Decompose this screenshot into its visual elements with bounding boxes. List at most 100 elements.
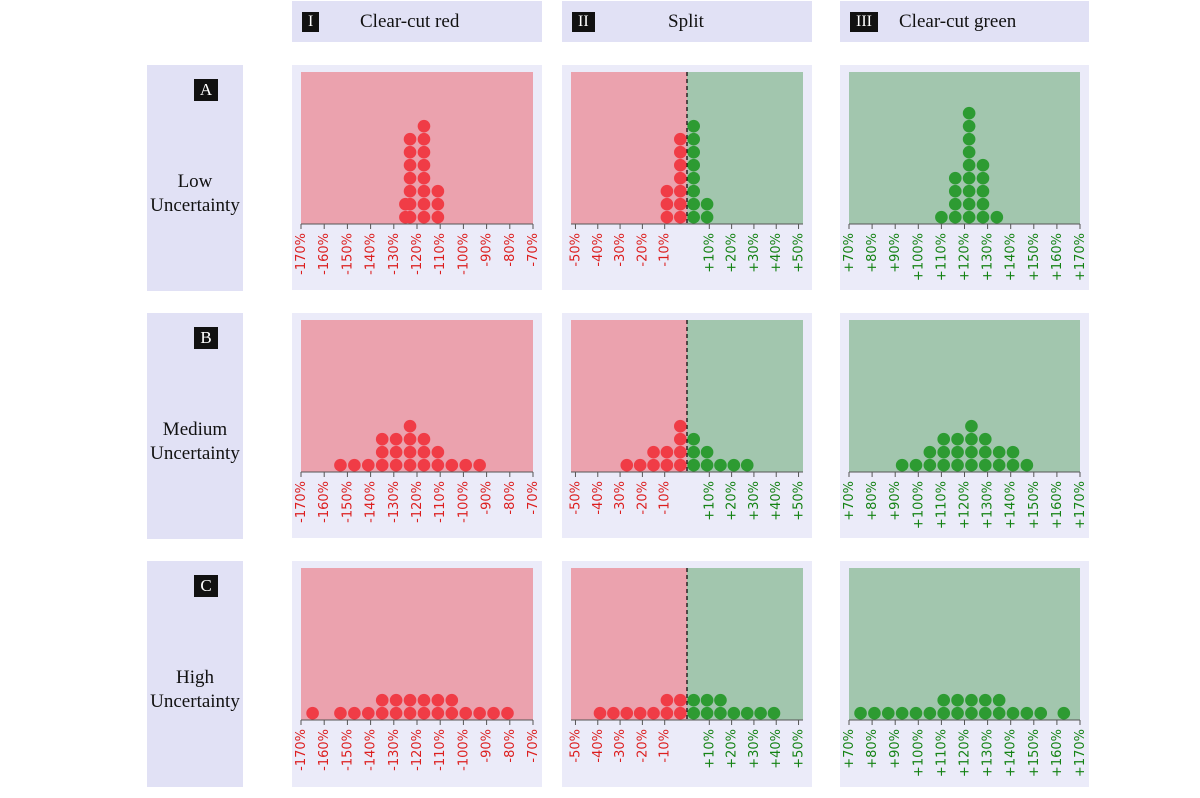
data-dot bbox=[674, 184, 687, 198]
data-dot bbox=[417, 458, 431, 472]
data-dot bbox=[727, 706, 741, 720]
data-dot bbox=[473, 458, 486, 472]
data-dot bbox=[375, 458, 389, 472]
data-dot bbox=[965, 445, 978, 459]
data-dot bbox=[674, 706, 687, 720]
x-tick-label: +20% bbox=[725, 233, 740, 273]
x-tick-label: -100% bbox=[456, 233, 471, 275]
data-dot bbox=[937, 706, 951, 720]
data-dot bbox=[403, 693, 417, 707]
data-dot bbox=[361, 706, 375, 720]
x-tick-label: -90% bbox=[480, 233, 495, 267]
data-dot bbox=[417, 145, 431, 159]
data-dot bbox=[976, 197, 990, 211]
data-dot bbox=[375, 445, 389, 459]
data-dot bbox=[700, 445, 714, 459]
data-dot bbox=[978, 458, 992, 472]
x-tick-label: +70% bbox=[842, 729, 857, 769]
data-dot bbox=[935, 210, 948, 224]
data-dot bbox=[417, 197, 431, 211]
data-dot bbox=[962, 171, 976, 185]
data-dot bbox=[909, 706, 923, 720]
x-tick-label: +110% bbox=[934, 481, 949, 529]
chart-panel-b-iii: +70% +80% +90% +100% +110% +120% +130% +140% +15… bbox=[840, 313, 1089, 538]
x-tick-label: -150% bbox=[340, 481, 355, 523]
row-title-line: High bbox=[176, 667, 214, 688]
data-dot bbox=[403, 210, 417, 224]
data-dot bbox=[375, 693, 389, 707]
x-tick-label: +150% bbox=[1027, 729, 1042, 777]
row-title-line: Uncertainty bbox=[150, 691, 240, 712]
data-dot bbox=[674, 158, 687, 172]
data-dot bbox=[417, 171, 431, 185]
x-tick-label: -20% bbox=[635, 233, 650, 267]
data-dot bbox=[740, 458, 754, 472]
data-dot bbox=[937, 432, 951, 446]
row-badge: B bbox=[194, 327, 218, 349]
x-tick-label: +80% bbox=[865, 233, 880, 273]
x-tick-label: +20% bbox=[725, 729, 740, 769]
data-dot bbox=[674, 132, 687, 146]
data-dot bbox=[334, 706, 347, 720]
data-dot bbox=[334, 458, 347, 472]
x-tick-label: -150% bbox=[340, 233, 355, 275]
x-tick-label: -130% bbox=[387, 233, 402, 275]
dot-histogram-chart: -170% -160% -150% -140% -130% -120% -110% -100%… bbox=[294, 72, 541, 275]
row-title-line: Uncertainty bbox=[150, 195, 240, 216]
data-dot bbox=[740, 706, 754, 720]
data-dot bbox=[403, 445, 417, 459]
data-dot bbox=[727, 458, 741, 472]
x-tick-label: -100% bbox=[456, 481, 471, 523]
x-tick-label: -30% bbox=[613, 729, 628, 763]
x-tick-label: +90% bbox=[888, 481, 903, 521]
x-tick-label: -30% bbox=[613, 233, 628, 267]
data-dot bbox=[687, 445, 700, 459]
data-dot bbox=[951, 693, 964, 707]
row-title-line: Medium bbox=[162, 419, 228, 440]
x-tick-label: -130% bbox=[387, 481, 402, 523]
data-dot bbox=[687, 210, 700, 224]
data-dot bbox=[417, 445, 431, 459]
x-tick-label: +40% bbox=[769, 233, 784, 273]
x-tick-label: +50% bbox=[792, 729, 807, 769]
data-dot bbox=[431, 197, 445, 211]
x-tick-label: +130% bbox=[981, 481, 996, 529]
dot-histogram-chart: -170% -160% -150% -140% -130% -120% -110% -100%… bbox=[294, 320, 541, 523]
x-tick-label: -130% bbox=[387, 729, 402, 771]
data-dot bbox=[948, 184, 962, 198]
data-dot bbox=[992, 445, 1006, 459]
data-dot bbox=[674, 432, 687, 446]
data-dot bbox=[895, 706, 909, 720]
data-dot bbox=[976, 158, 990, 172]
data-dot bbox=[633, 458, 647, 472]
x-tick-label: -70% bbox=[526, 481, 541, 515]
x-tick-label: -80% bbox=[503, 729, 518, 763]
data-dot bbox=[1020, 458, 1034, 472]
x-tick-label: -50% bbox=[568, 233, 583, 267]
dot-histogram-chart: -50% -40% -30% -20% -10% +10% +20% +30% +40% +50% bbox=[568, 568, 807, 769]
data-dot bbox=[962, 184, 976, 198]
x-tick-label: +130% bbox=[981, 729, 996, 777]
green-region bbox=[849, 568, 1080, 720]
data-dot bbox=[348, 458, 361, 472]
data-dot bbox=[445, 706, 459, 720]
data-dot bbox=[923, 445, 937, 459]
data-dot bbox=[687, 197, 700, 211]
x-tick-label: -160% bbox=[317, 481, 332, 523]
x-tick-label: +30% bbox=[747, 729, 762, 769]
data-dot bbox=[431, 458, 445, 472]
data-dot bbox=[976, 210, 990, 224]
dot-histogram-chart: +70% +80% +90% +100% +110% +120% +130% +140% +15… bbox=[842, 72, 1088, 281]
data-dot bbox=[962, 197, 976, 211]
data-dot bbox=[881, 706, 895, 720]
data-dot bbox=[951, 458, 964, 472]
x-tick-label: -170% bbox=[294, 233, 309, 275]
data-dot bbox=[660, 197, 674, 211]
data-dot bbox=[965, 432, 978, 446]
x-tick-label: +150% bbox=[1027, 481, 1042, 529]
data-dot bbox=[687, 119, 700, 133]
x-tick-label: -100% bbox=[456, 729, 471, 771]
x-tick-label: +100% bbox=[911, 729, 926, 777]
data-dot bbox=[431, 706, 445, 720]
column-header-clear-cut-green: III Clear-cut green bbox=[840, 1, 1089, 42]
